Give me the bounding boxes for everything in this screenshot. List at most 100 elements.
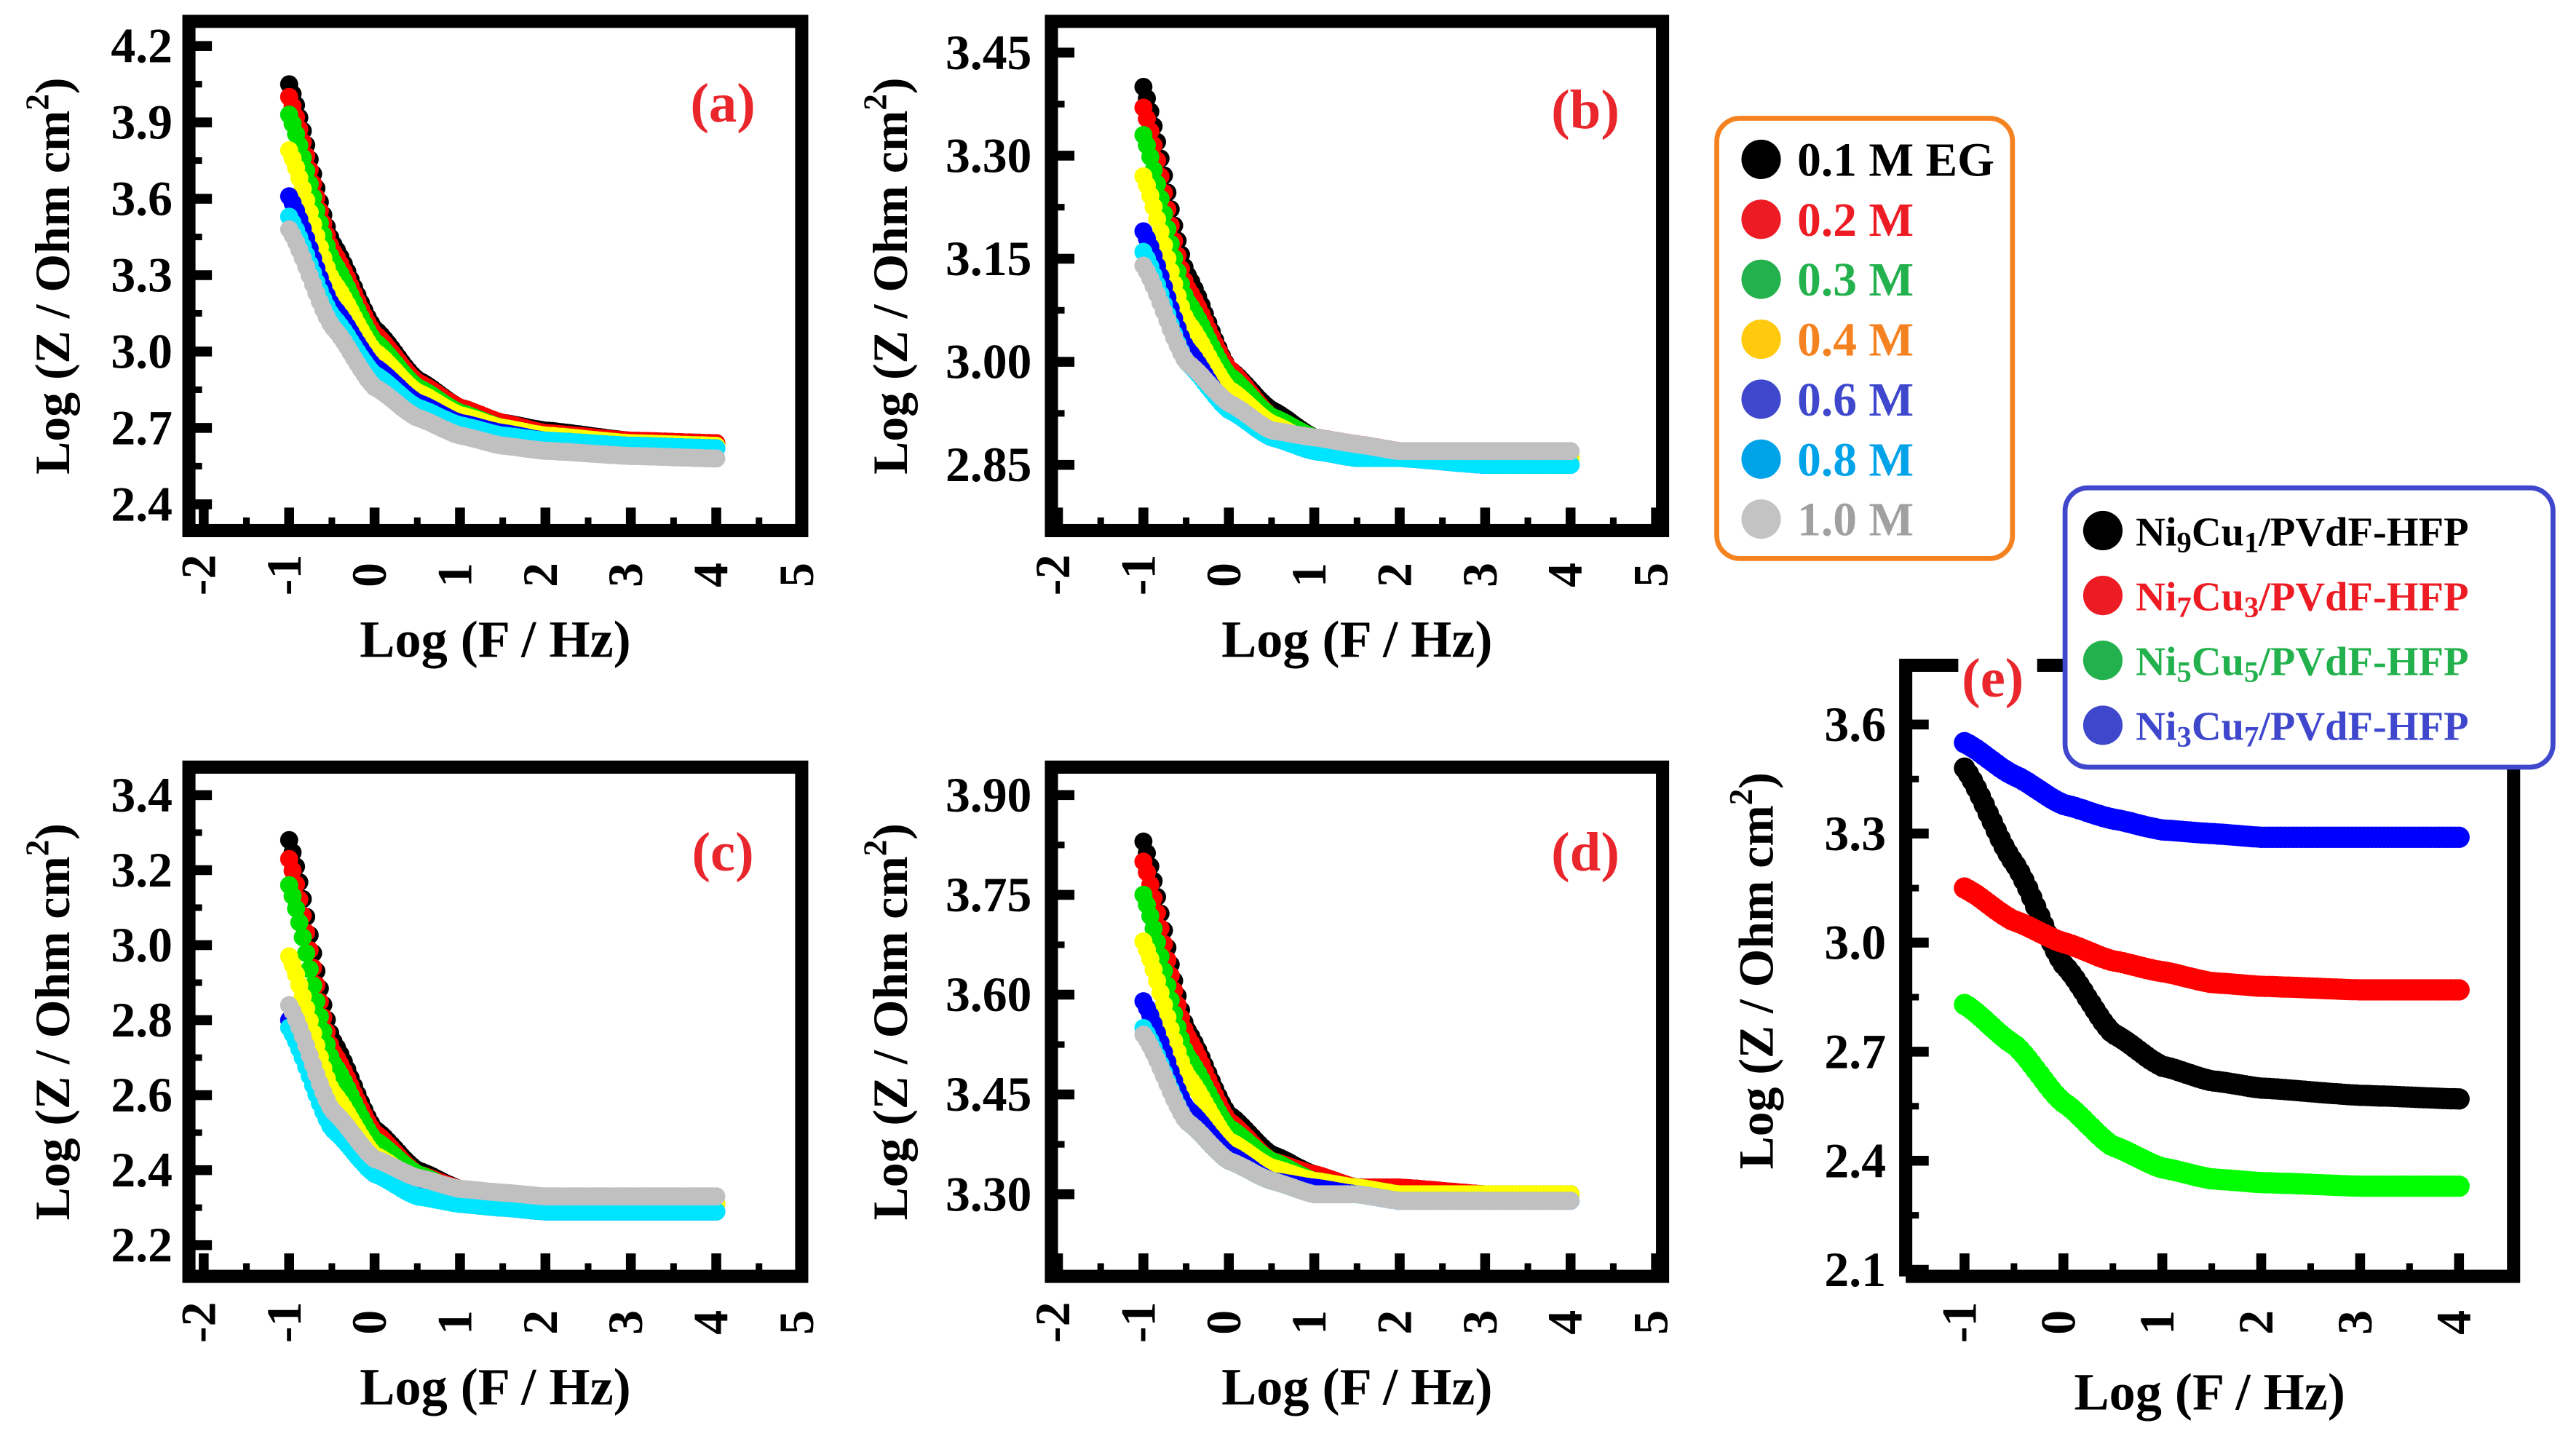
- x-major-tick: [369, 507, 380, 528]
- legend-marker: [2082, 705, 2123, 745]
- y-tick-label: 2.2: [111, 1218, 173, 1272]
- x-major-tick: [625, 507, 636, 528]
- x-major-tick: [540, 1253, 551, 1274]
- x-minor-tick: [2010, 1263, 2018, 1272]
- y-major-tick: [192, 194, 213, 204]
- y-minor-tick: [192, 309, 202, 317]
- y-minor-tick: [1909, 884, 1919, 892]
- data-point: [707, 1187, 726, 1206]
- x-major-tick: [1651, 1253, 1661, 1274]
- legend-text: /PVdF-HFP: [2258, 510, 2468, 555]
- y-tick-label: 3.6: [1824, 697, 1886, 752]
- x-major-tick: [1224, 507, 1235, 528]
- x-minor-tick: [1268, 1263, 1275, 1272]
- legend-marker: [2082, 576, 2123, 616]
- data-point: [1561, 1192, 1580, 1210]
- y-tick-label: 3.3: [1824, 806, 1886, 861]
- x-minor-tick: [499, 517, 507, 526]
- y-minor-tick: [1055, 841, 1065, 849]
- x-axis-title: Log (F / Hz): [1221, 1358, 1492, 1416]
- data-point: [1561, 442, 1580, 461]
- x-major-tick: [1053, 1253, 1063, 1274]
- x-major-tick: [711, 507, 721, 528]
- panel-label: (a): [690, 72, 755, 134]
- x-minor-tick: [1353, 517, 1360, 526]
- x-tick-label: 4: [1538, 1310, 1593, 1335]
- x-major-tick: [1053, 507, 1063, 528]
- y-minor-tick: [192, 81, 202, 88]
- x-major-tick: [369, 1253, 380, 1274]
- data-point: [2448, 979, 2470, 1001]
- y-major-tick: [192, 940, 213, 951]
- x-tick-label: 3: [598, 1310, 653, 1335]
- legend-marker: [2082, 641, 2123, 681]
- x-major-tick: [625, 1253, 636, 1274]
- x-major-tick: [2256, 1253, 2267, 1274]
- y-major-tick: [1055, 889, 1075, 900]
- x-minor-tick: [413, 1263, 421, 1272]
- x-minor-tick: [1097, 1263, 1104, 1272]
- legend-label: 1.0 M: [1797, 494, 1914, 547]
- legend-subscript: 5: [2177, 656, 2192, 689]
- legend-text: Ni: [2136, 510, 2176, 555]
- y-axis-title-end: ): [863, 78, 918, 95]
- x-minor-tick: [2208, 1263, 2216, 1272]
- y-axis-title-superscript: 2: [857, 840, 894, 857]
- panel-e: -1 0 1 2 3 4 2.1 2.4 2.7 3.0 3.3 3.6 Log (F / Hz) Log…: [1723, 647, 2521, 1421]
- series-Ni3Cu7-PVdF-HFP: [1954, 732, 2470, 848]
- legend-marker: [2082, 510, 2123, 551]
- y-major-tick: [1055, 1189, 1075, 1200]
- x-minor-tick: [243, 1263, 250, 1272]
- x-major-tick: [2157, 1253, 2168, 1274]
- panel-label: (d): [1551, 821, 1620, 883]
- x-tick-label: 2: [1368, 1310, 1422, 1335]
- legend-label: 0.6 M: [1797, 374, 1914, 427]
- x-minor-tick: [670, 1263, 677, 1272]
- y-tick-label: 2.85: [946, 437, 1031, 492]
- data-point: [707, 449, 726, 468]
- x-tick-label: 2: [513, 563, 568, 587]
- legend-subscript: 7: [2244, 721, 2259, 753]
- y-minor-tick: [192, 1054, 202, 1061]
- x-tick-label: 2: [1368, 563, 1422, 587]
- y-tick-label: 2.1: [1824, 1242, 1886, 1297]
- y-axis-title-end: ): [863, 823, 918, 840]
- data-point: [287, 899, 306, 918]
- y-minor-tick: [1909, 1212, 1919, 1219]
- x-tick-label: 0: [1197, 563, 1251, 587]
- plot-frame: [1045, 15, 1670, 537]
- y-minor-tick: [192, 979, 202, 986]
- x-minor-tick: [1524, 1263, 1531, 1272]
- x-minor-tick: [1097, 517, 1104, 526]
- x-minor-tick: [670, 517, 677, 526]
- y-minor-tick: [192, 1129, 202, 1136]
- panel-c: -2 -1 0 1 2 3 4 5 2.2 2.4 2.6 2.8 3.0 3.2 3.4 Log (F / …: [20, 760, 824, 1416]
- y-minor-tick: [1055, 306, 1065, 314]
- x-tick-label: -1: [1111, 555, 1165, 595]
- panel-d: -2 -1 0 1 2 3 4 5 3.30 3.45 3.60 3.75 3.90 Log (F / H…: [857, 760, 1679, 1416]
- legend-label: Ni3Cu7/PVdF-HFP: [2136, 705, 2468, 753]
- y-tick-label: 3.00: [946, 335, 1031, 389]
- x-tick-label: 4: [2427, 1310, 2481, 1335]
- legend-text: Ni: [2136, 640, 2176, 685]
- x-major-tick: [1480, 1253, 1491, 1274]
- x-tick-label: 0: [2031, 1310, 2085, 1335]
- legend-subscript: 1: [2244, 526, 2259, 558]
- series-1-0-M: [1134, 256, 1580, 461]
- y-tick-label: 3.9: [111, 95, 173, 150]
- x-minor-tick: [756, 517, 763, 526]
- x-minor-tick: [1524, 517, 1531, 526]
- y-minor-tick: [192, 157, 202, 164]
- y-tick-label: 3.45: [946, 1067, 1031, 1122]
- y-minor-tick: [1909, 994, 1919, 1001]
- data-point: [290, 913, 309, 932]
- x-major-tick: [455, 507, 465, 528]
- legend-text: /PVdF-HFP: [2258, 705, 2468, 750]
- x-tick-label: 2: [2229, 1310, 2283, 1335]
- y-major-tick: [1055, 151, 1075, 161]
- y-tick-label: 4.2: [111, 19, 173, 74]
- y-tick-label: 3.3: [111, 248, 173, 303]
- y-minor-tick: [1055, 941, 1065, 948]
- legend-marker: [1741, 499, 1781, 539]
